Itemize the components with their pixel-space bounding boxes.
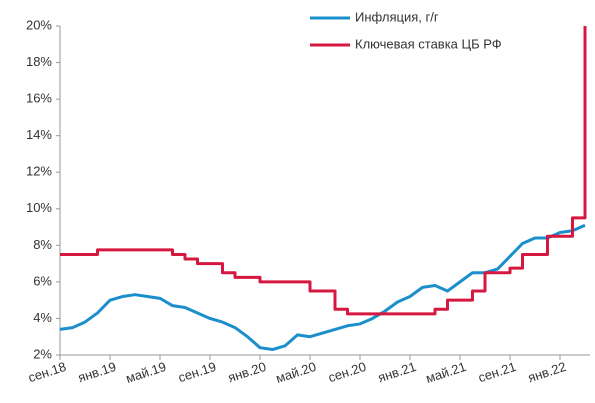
x-tick-label: сен.20 — [326, 359, 368, 385]
x-tick-label: янв.22 — [526, 359, 568, 385]
y-tick-label: 6% — [33, 273, 52, 288]
x-tick-label: май.21 — [424, 359, 468, 386]
y-tick-label: 14% — [26, 127, 52, 142]
x-tick-label: янв.21 — [376, 359, 418, 385]
x-tick-label: сен.18 — [26, 359, 68, 385]
x-tick-label: янв.19 — [76, 359, 118, 385]
x-tick-label: сен.19 — [176, 359, 218, 385]
y-tick-label: 12% — [26, 164, 52, 179]
y-tick-label: 18% — [26, 54, 52, 69]
y-tick-label: 10% — [26, 200, 52, 215]
y-tick-label: 16% — [26, 91, 52, 106]
y-tick-label: 20% — [26, 17, 52, 32]
series-line — [59, 223, 586, 352]
x-tick-label: май.20 — [274, 359, 318, 386]
x-tick-label: сен.21 — [476, 359, 518, 385]
legend-label: Инфляция, г/г — [355, 9, 439, 24]
x-tick-label: янв.20 — [226, 359, 268, 385]
y-tick-label: 4% — [33, 310, 52, 325]
legend-label: Ключевая ставка ЦБ РФ — [355, 36, 502, 51]
series-line — [60, 26, 587, 316]
x-tick-label: май.19 — [124, 359, 168, 386]
y-tick-label: 8% — [33, 237, 52, 252]
y-tick-label: 2% — [33, 346, 52, 361]
